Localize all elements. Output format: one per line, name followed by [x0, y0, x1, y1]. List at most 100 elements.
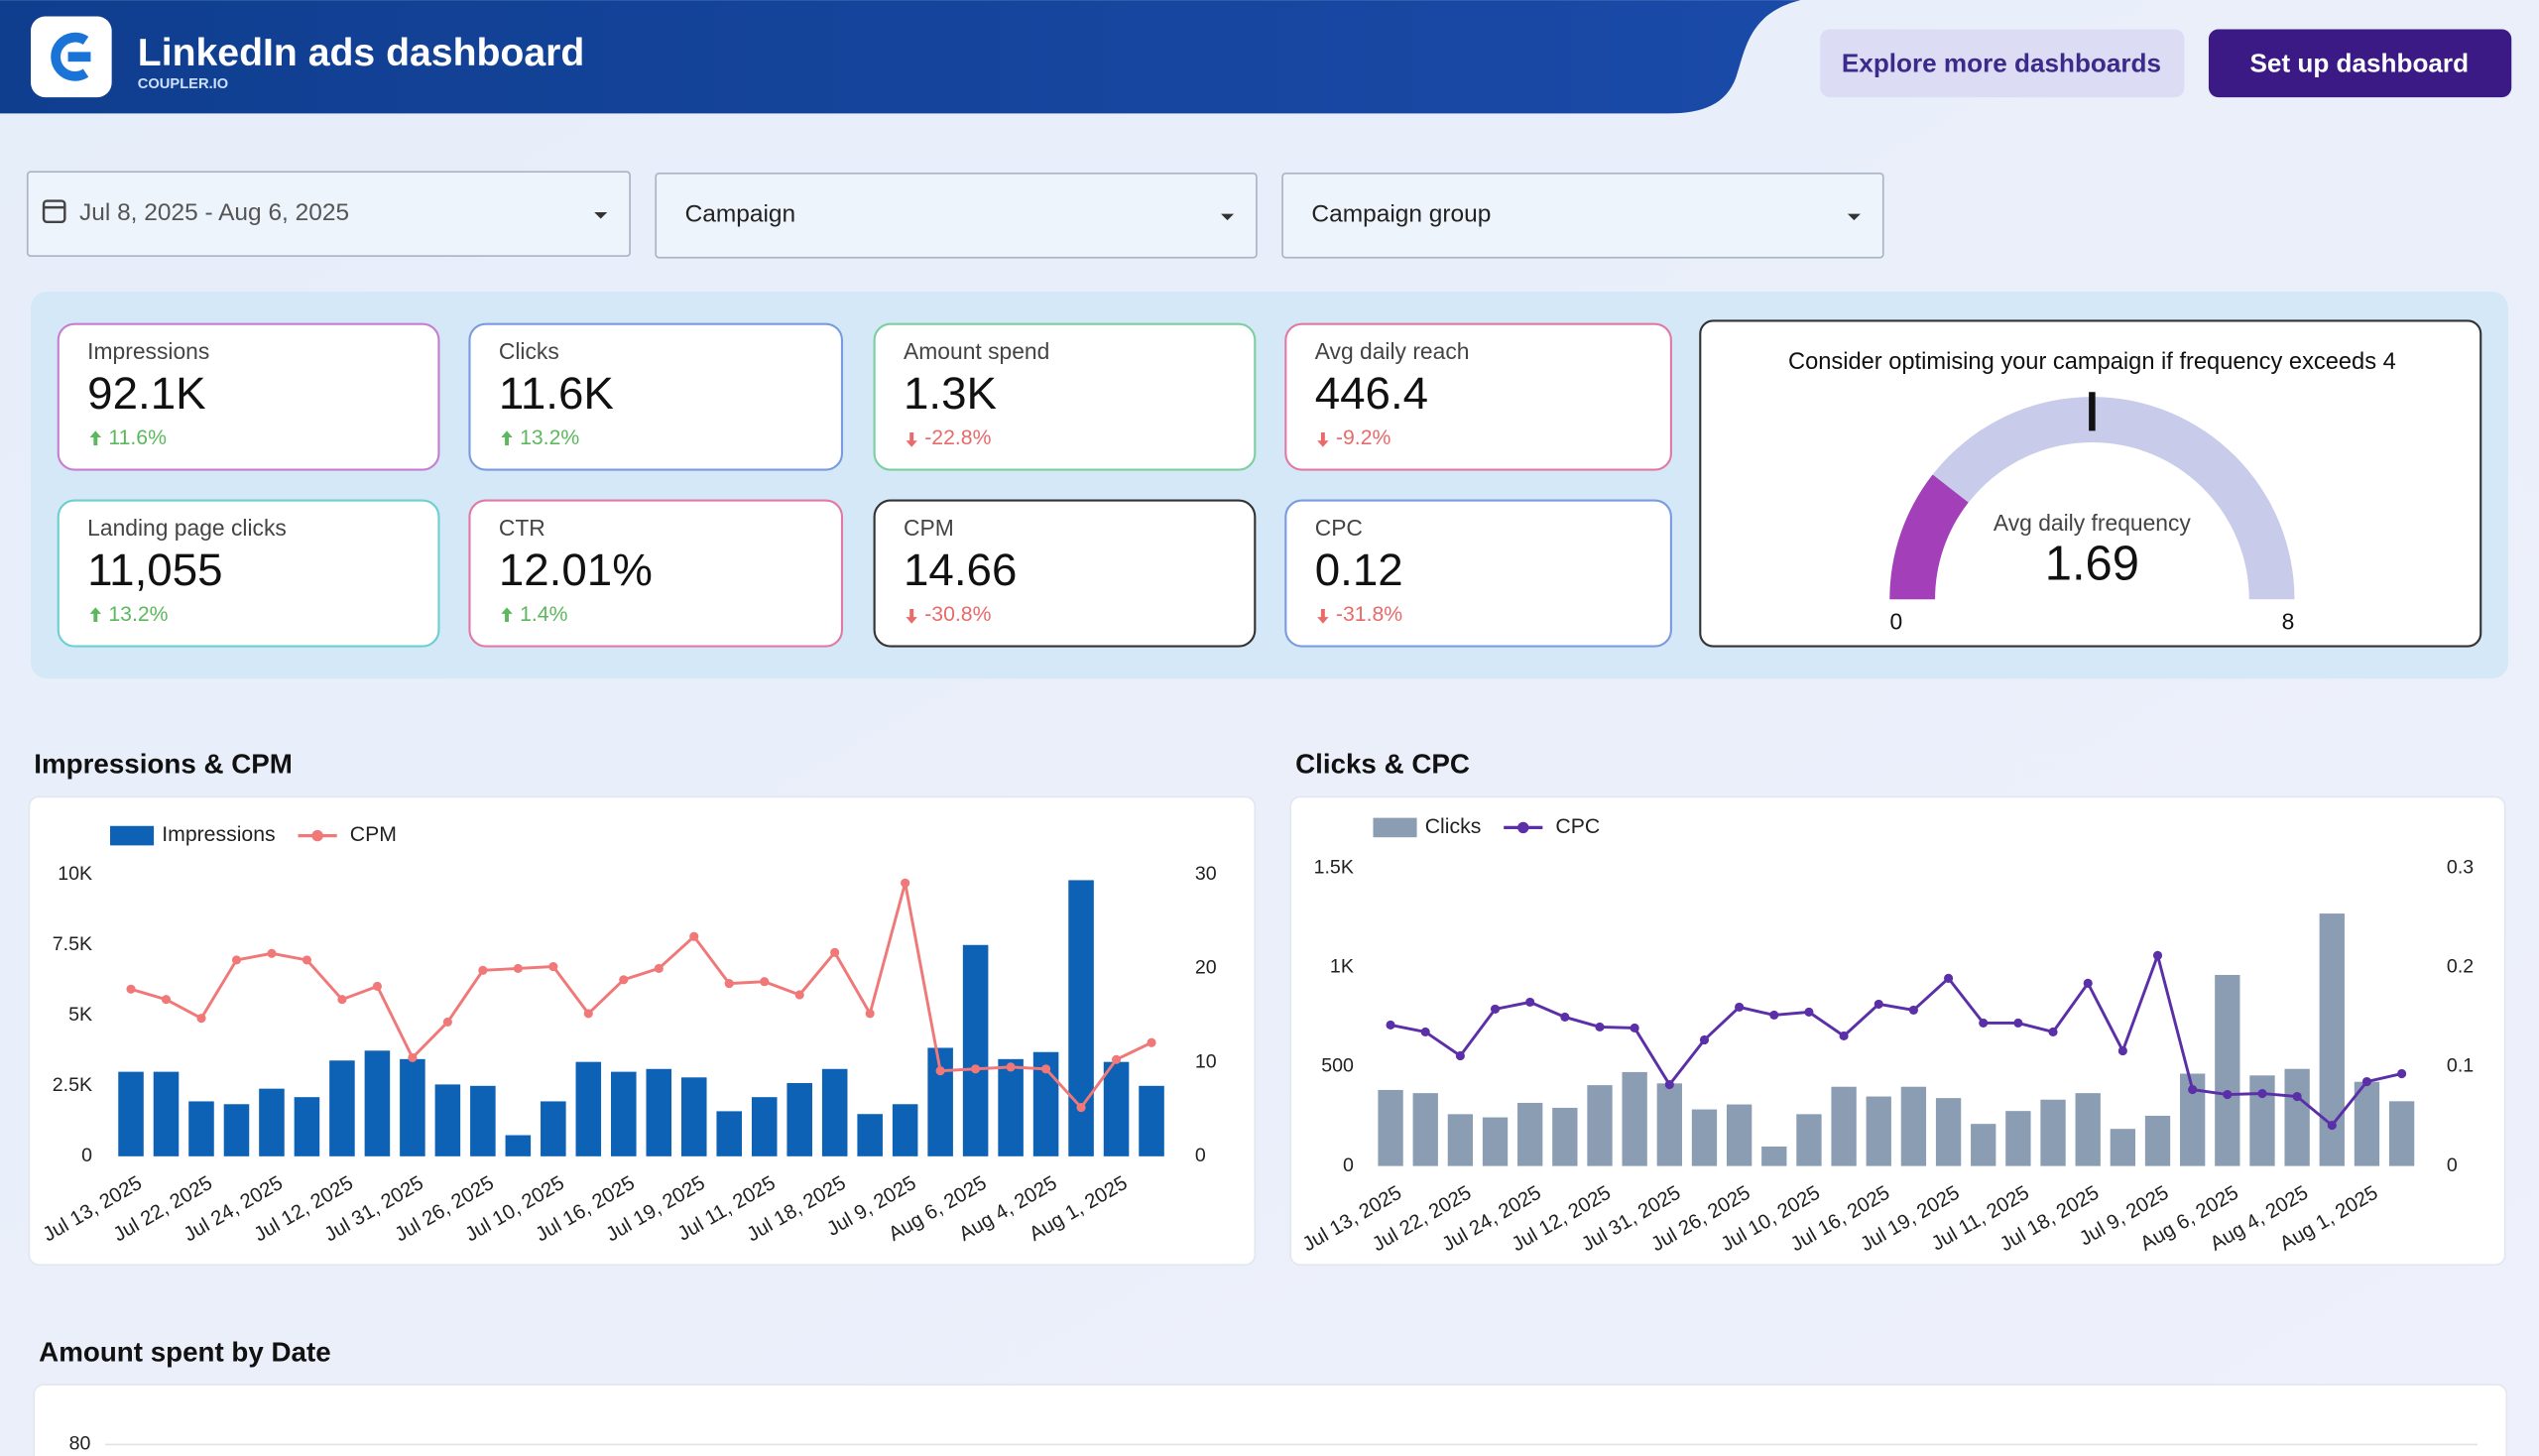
bar [681, 1077, 707, 1156]
line-point [514, 964, 523, 973]
legend-swatch [110, 826, 154, 846]
bar [2005, 1111, 2030, 1165]
bar [2040, 1100, 2065, 1166]
line-point [1874, 1000, 1883, 1009]
bar [1068, 880, 1094, 1155]
bar [1796, 1114, 1821, 1165]
bar [893, 1104, 918, 1156]
y-tick-label: 10K [58, 863, 92, 885]
line-point [162, 995, 171, 1004]
kpi-label: CPM [904, 515, 954, 541]
line-point [267, 949, 276, 958]
bar [2145, 1116, 2170, 1166]
line-point [1944, 974, 1953, 983]
line-point [2362, 1077, 2371, 1086]
bar [576, 1062, 602, 1156]
line-point [1456, 1051, 1465, 1060]
line-point [1804, 1008, 1813, 1017]
line-point [971, 1064, 980, 1073]
line-point [1700, 1035, 1709, 1044]
kpi-change: -22.8% [924, 426, 991, 449]
kpi-change: 11.6% [108, 426, 167, 449]
bar [2389, 1101, 2414, 1165]
line-point [1665, 1080, 1674, 1089]
y2-tick-label: 0 [1195, 1145, 1206, 1166]
bar [1727, 1105, 1752, 1166]
bar [646, 1069, 671, 1156]
bar [963, 945, 989, 1156]
bar [295, 1097, 320, 1156]
y2-tick-label: 30 [1195, 863, 1217, 885]
line-point [936, 1066, 945, 1075]
line-point [2084, 979, 2093, 988]
filter-label[interactable]: Jul 8, 2025 - Aug 6, 2025 [79, 199, 349, 226]
bar [1623, 1072, 1647, 1166]
line-point [1735, 1003, 1744, 1012]
bar [154, 1072, 180, 1156]
bar [2215, 975, 2239, 1166]
kpi-change: -31.8% [1336, 603, 1402, 626]
legend-label: Impressions [162, 823, 275, 846]
kpi-value: 0.12 [1315, 545, 1403, 595]
y-tick-label: 7.5K [53, 933, 92, 955]
bar [1552, 1108, 1577, 1166]
line-point [584, 1009, 593, 1018]
kpi-value: 11.6K [499, 368, 614, 419]
header-subtitle: COUPLER.IO [138, 76, 228, 92]
line-point [1525, 998, 1534, 1007]
line-point [1421, 1028, 1430, 1036]
legend-label: CPC [1555, 815, 1600, 838]
line-point [1909, 1006, 1918, 1015]
bar [1517, 1103, 1542, 1166]
line-point [1491, 1005, 1500, 1014]
bar [1587, 1085, 1612, 1166]
kpi-value: 14.66 [904, 545, 1017, 595]
line-point [232, 955, 241, 964]
line-point [2013, 1019, 2022, 1028]
kpi-change: -30.8% [924, 603, 991, 626]
filter-label[interactable]: Campaign [685, 201, 796, 228]
bar [611, 1072, 637, 1156]
bar [1936, 1098, 1961, 1165]
line-point [478, 966, 487, 975]
bar [118, 1072, 144, 1156]
logo-mark [68, 52, 91, 61]
bar [1483, 1118, 1508, 1166]
line-point [373, 982, 382, 991]
y-tick-label: 80 [69, 1433, 91, 1455]
line-point [2328, 1121, 2337, 1130]
y2-tick-label: 0.2 [2447, 956, 2474, 978]
bar [224, 1104, 250, 1156]
bar [822, 1069, 848, 1156]
bar [329, 1060, 355, 1156]
line-point [2153, 951, 2162, 960]
line-point [725, 979, 734, 988]
line-point [1560, 1013, 1569, 1022]
gauge-value: 1.69 [2045, 537, 2139, 590]
setup-button-label[interactable]: Set up dashboard [2250, 48, 2470, 77]
line-point [1112, 1055, 1121, 1064]
kpi-value: 92.1K [87, 368, 205, 419]
line-point [1769, 1011, 1778, 1020]
legend-swatch [1517, 822, 1528, 833]
line-point [1595, 1023, 1604, 1031]
bar [506, 1136, 532, 1156]
kpi-label: CTR [499, 515, 545, 541]
gauge-min: 0 [1889, 609, 1902, 635]
bar [1831, 1087, 1856, 1166]
line-point [1076, 1103, 1085, 1112]
line-point [2223, 1090, 2232, 1099]
explore-button-label[interactable]: Explore more dashboards [1842, 48, 2161, 77]
bar [1867, 1097, 1891, 1166]
y-tick-label: 1K [1330, 956, 1354, 978]
kpi-value: 12.01% [499, 545, 653, 595]
bar [259, 1089, 285, 1156]
y2-tick-label: 0.1 [2447, 1055, 2474, 1077]
gauge-title: Consider optimising your campaign if fre… [1788, 349, 2396, 375]
filter-label[interactable]: Campaign group [1311, 201, 1491, 228]
chart-title: Clicks & CPC [1295, 749, 1470, 780]
line-point [2397, 1069, 2406, 1078]
chart-title: Impressions & CPM [34, 749, 293, 780]
bar [1692, 1110, 1717, 1166]
y-tick-label: 0 [81, 1145, 92, 1166]
